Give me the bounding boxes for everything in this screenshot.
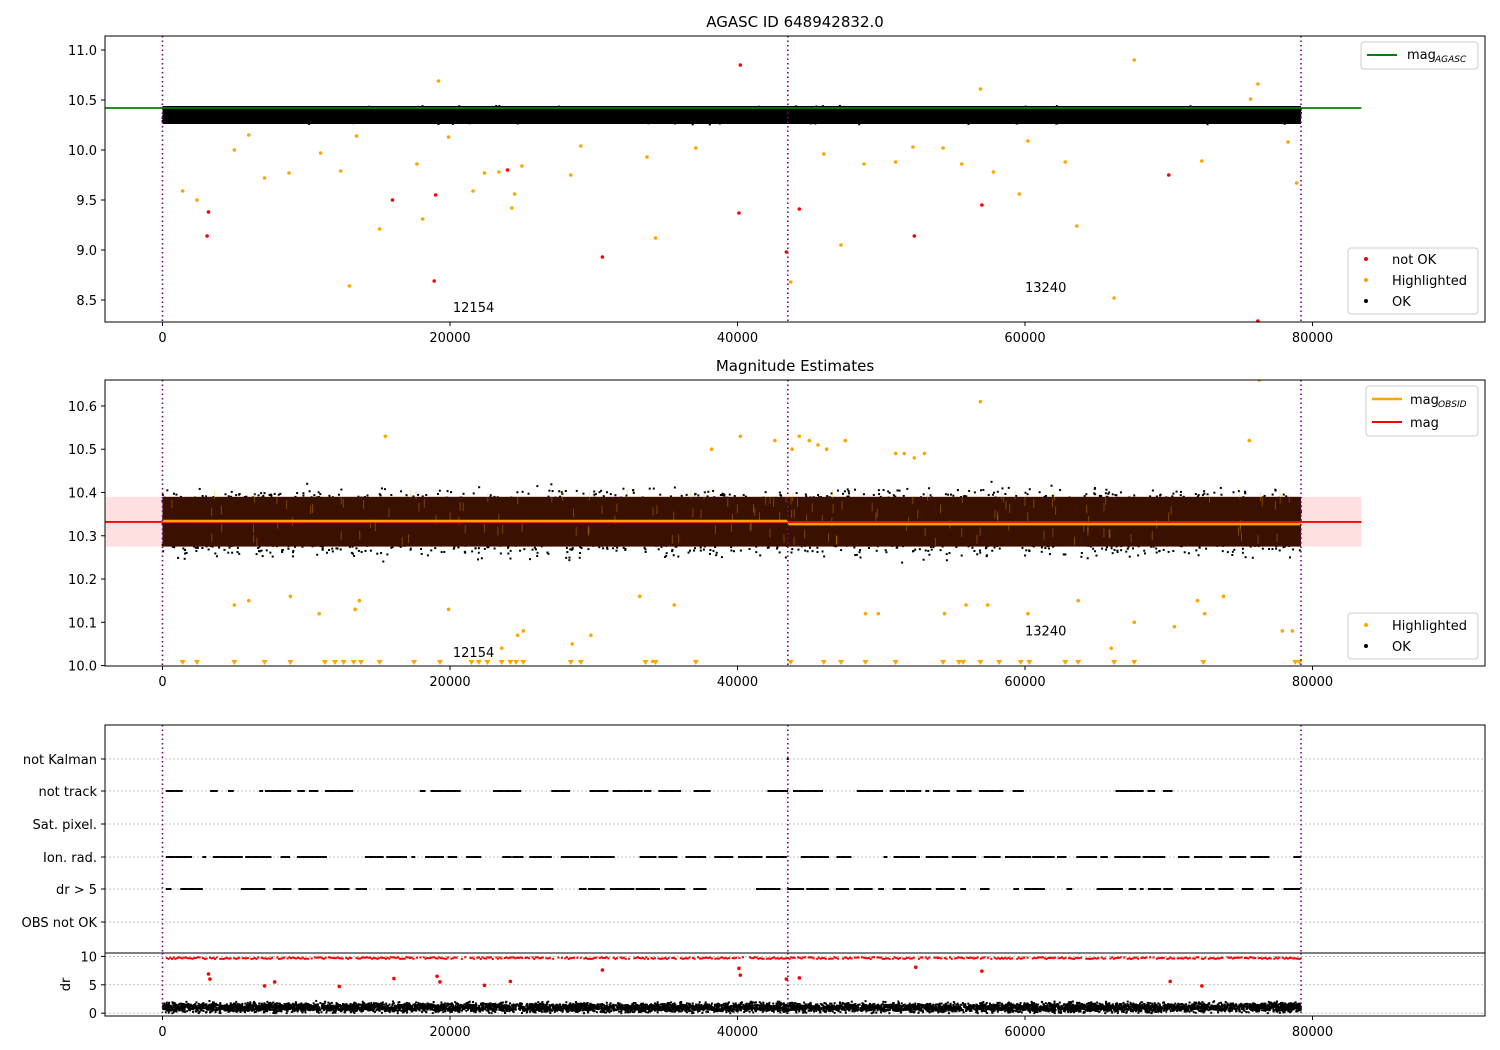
ok-point [838,104,841,107]
ok-point [708,123,711,126]
ok-point [691,123,694,126]
chart-title: AGASC ID 648942832.0 [706,13,884,31]
ok-point [437,123,440,126]
plot-area [105,36,1362,322]
